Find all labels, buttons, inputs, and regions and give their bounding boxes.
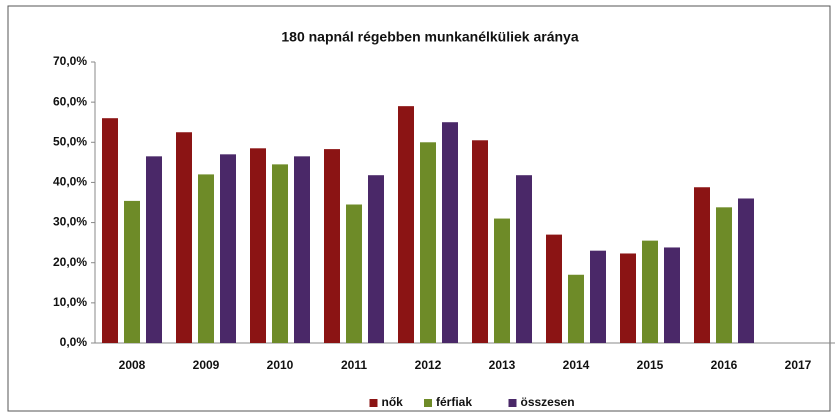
y-tick-label: 60,0% bbox=[53, 94, 87, 108]
bar bbox=[176, 132, 192, 343]
bar bbox=[324, 149, 340, 343]
bar bbox=[420, 142, 436, 343]
bar bbox=[368, 175, 384, 343]
legend-swatch bbox=[424, 399, 432, 407]
legend-label: férfiak bbox=[436, 395, 472, 409]
legend-swatch bbox=[369, 399, 378, 407]
bar bbox=[124, 200, 140, 343]
x-tick-label: 2009 bbox=[193, 358, 220, 372]
bar bbox=[346, 204, 362, 343]
bar bbox=[694, 187, 710, 343]
y-tick-label: 50,0% bbox=[53, 134, 87, 148]
bar bbox=[146, 156, 162, 343]
x-tick-label: 2015 bbox=[637, 358, 664, 372]
chart-title: 180 napnál régebben munkanélküliek arány… bbox=[281, 29, 578, 45]
bar bbox=[620, 253, 636, 343]
y-tick-label: 30,0% bbox=[53, 215, 87, 229]
bar bbox=[568, 274, 584, 343]
bar bbox=[590, 250, 606, 343]
bar bbox=[664, 247, 680, 343]
x-tick-label: 2016 bbox=[711, 358, 738, 372]
y-tick-label: 10,0% bbox=[53, 295, 87, 309]
legend-swatch bbox=[508, 399, 517, 407]
x-tick-label: 2017 bbox=[785, 358, 812, 372]
bar bbox=[272, 164, 288, 343]
bar bbox=[250, 148, 266, 343]
x-tick-label: 2014 bbox=[563, 358, 590, 372]
bar bbox=[220, 154, 236, 343]
x-tick-label: 2010 bbox=[267, 358, 294, 372]
y-tick-label: 40,0% bbox=[53, 175, 87, 189]
bar bbox=[198, 174, 214, 343]
bar bbox=[738, 198, 754, 343]
x-tick-label: 2011 bbox=[341, 358, 367, 372]
bar bbox=[102, 118, 118, 343]
x-tick-label: 2008 bbox=[119, 358, 146, 372]
x-tick-label: 2012 bbox=[415, 358, 442, 372]
bar bbox=[546, 234, 562, 343]
bar bbox=[442, 122, 458, 343]
bar bbox=[642, 240, 658, 343]
bar bbox=[398, 106, 414, 344]
bar bbox=[516, 175, 532, 343]
bar bbox=[472, 140, 488, 343]
legend-label: összesen bbox=[521, 395, 575, 409]
x-tick-label: 2013 bbox=[489, 358, 516, 372]
y-tick-label: 70,0% bbox=[53, 54, 87, 68]
bar bbox=[494, 218, 510, 343]
y-tick-label: 20,0% bbox=[53, 255, 87, 269]
bar bbox=[716, 207, 732, 343]
bar bbox=[294, 156, 310, 343]
y-tick-label: 0,0% bbox=[60, 335, 88, 349]
legend-label: nők bbox=[382, 395, 404, 409]
